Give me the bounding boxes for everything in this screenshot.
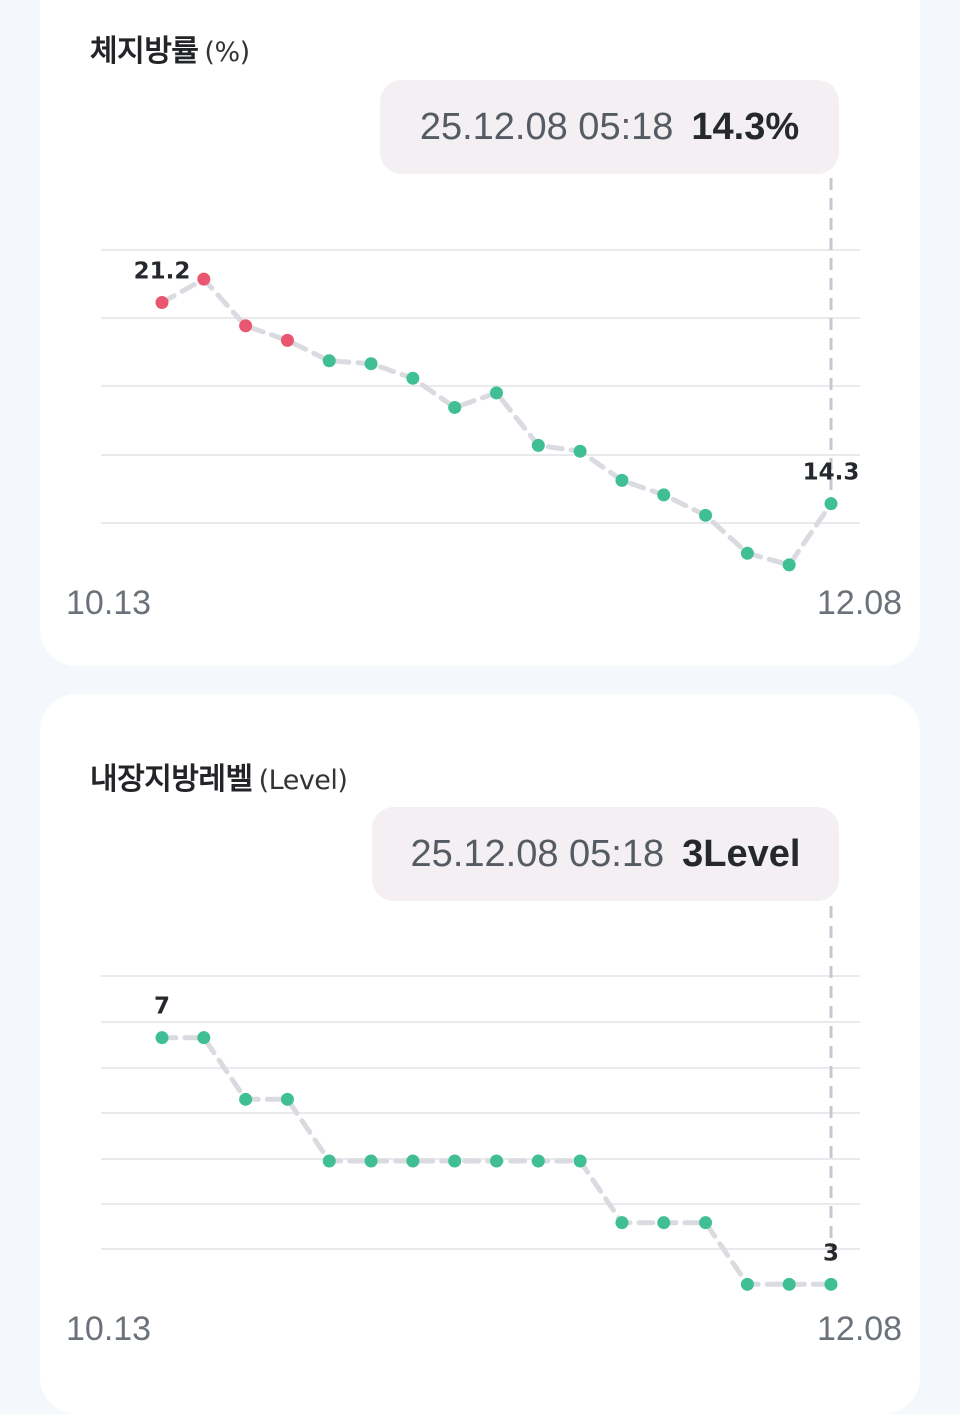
data-point (782, 1277, 796, 1291)
body-fat-title: 체지방률 (%) (90, 26, 250, 70)
body-fat-card: 체지방률 (%) 25.12.08 05:18 14.3% 21.2 14.3 10… (40, 0, 920, 666)
data-point (197, 1031, 211, 1045)
visceral-fat-tooltip: 25.12.08 05:18 3Level (372, 807, 839, 901)
data-point (573, 444, 587, 458)
visceral-fat-title-text: 내장지방레벨 (90, 762, 253, 797)
body-fat-tooltip: 25.12.08 05:18 14.3% (380, 80, 839, 174)
body-fat-unit: (%) (204, 37, 250, 68)
data-point (740, 1277, 754, 1291)
data-point (364, 357, 378, 371)
body-fat-chart[interactable]: 21.2 14.3 (40, 0, 920, 666)
data-point (740, 546, 754, 560)
data-point (531, 438, 545, 452)
data-point (573, 1154, 587, 1168)
visceral-fat-x-start: 10.13 (66, 1310, 152, 1348)
data-point (490, 386, 503, 400)
first-value-label: 21.2 (134, 258, 191, 284)
data-point (782, 558, 796, 572)
data-point (448, 1154, 462, 1168)
data-point (657, 1216, 671, 1230)
body-fat-title-text: 체지방률 (90, 34, 199, 69)
data-point (824, 1277, 838, 1291)
data-point (699, 1216, 713, 1230)
last-value-label: 3 (823, 1240, 839, 1266)
data-point (615, 1216, 629, 1230)
data-point (322, 354, 336, 368)
last-value-label: 14.3 (803, 460, 860, 486)
data-point (155, 295, 169, 309)
data-point (322, 1154, 336, 1168)
visceral-fat-unit: (Level) (258, 765, 348, 796)
data-point (239, 1092, 253, 1106)
visceral-fat-title: 내장지방레벨 (Level) (90, 754, 348, 798)
data-point (657, 488, 671, 502)
data-point (824, 497, 838, 511)
visceral-fat-tooltip-value: 3Level (682, 832, 801, 875)
visceral-fat-tooltip-date: 25.12.08 05:18 (410, 832, 665, 875)
data-point (531, 1154, 545, 1168)
data-point (197, 272, 211, 286)
data-point (406, 371, 420, 385)
data-point (448, 400, 462, 414)
body-fat-x-start: 10.13 (66, 584, 152, 622)
data-point (155, 1031, 169, 1045)
data-point (615, 473, 629, 487)
body-fat-tooltip-value: 14.3% (691, 105, 800, 148)
data-point (490, 1154, 503, 1168)
data-point (239, 319, 253, 333)
first-value-label: 7 (154, 994, 170, 1020)
data-point (406, 1154, 420, 1168)
data-point (280, 1092, 294, 1106)
data-point (699, 508, 713, 522)
data-point (280, 333, 294, 347)
body-fat-tooltip-date: 25.12.08 05:18 (419, 105, 674, 148)
body-fat-x-end: 12.08 (817, 584, 903, 622)
visceral-fat-chart[interactable]: 73 (40, 694, 920, 1414)
visceral-fat-x-end: 12.08 (817, 1310, 903, 1348)
data-point (364, 1154, 378, 1168)
